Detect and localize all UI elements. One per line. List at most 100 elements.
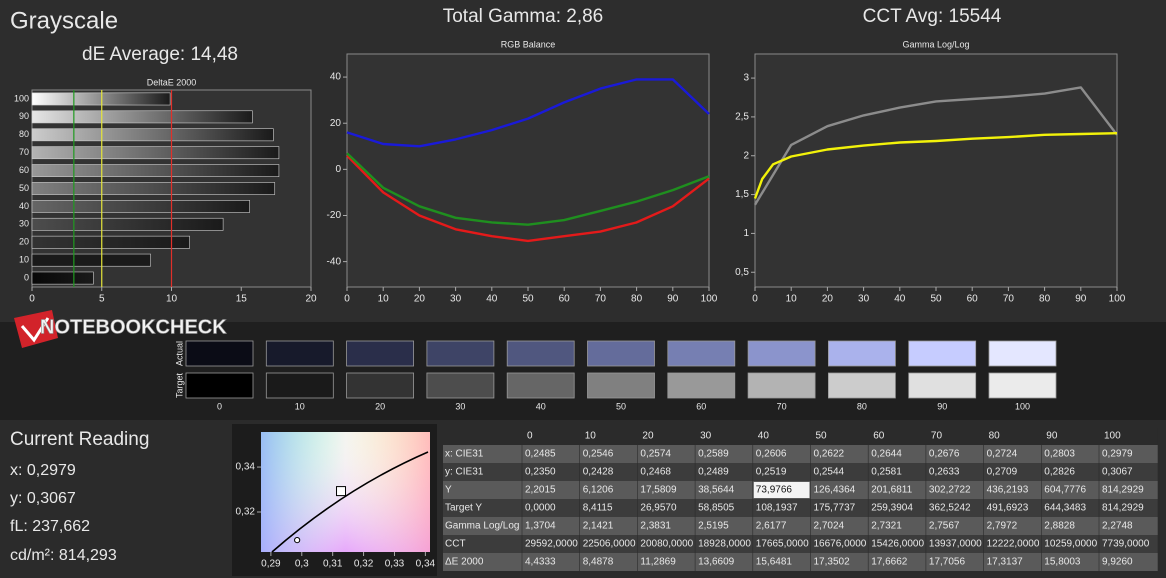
y-tick-label: 20 <box>330 118 342 129</box>
table-row-bg <box>443 517 1158 535</box>
table-cell: 0,2633 <box>929 467 960 478</box>
table-cell: 108,1937 <box>756 503 798 514</box>
y-tick-label: 2,5 <box>735 112 749 123</box>
x-tick-label: 10 <box>786 294 798 305</box>
table-row-label: Y <box>445 485 452 496</box>
actual-patch <box>346 340 415 367</box>
logo-text: NOTEBOOKCHECK <box>40 316 227 338</box>
patch-level: 80 <box>857 401 867 411</box>
y-tick-label: 3 <box>743 73 749 84</box>
bar <box>31 128 274 142</box>
category-label: 90 <box>19 111 29 121</box>
y-tick-label: -40 <box>327 256 342 267</box>
table-cell: 0,2544 <box>814 467 845 478</box>
bar <box>31 235 190 249</box>
table-header: 10 <box>585 431 597 442</box>
table-cell: 0,2485 <box>525 449 556 460</box>
table-cell: 2,2748 <box>1102 521 1133 532</box>
x-tick-label: 40 <box>894 294 906 305</box>
y-tick-label: 1,5 <box>735 189 749 200</box>
table-cell: 0,2574 <box>640 449 671 460</box>
x-tick-label: 0,29 <box>261 559 281 570</box>
target-patch <box>747 372 816 399</box>
table-cell: 2,5195 <box>698 521 729 532</box>
x-tick-label: 60 <box>559 294 571 305</box>
bar <box>31 92 171 106</box>
table-cell: 17,3137 <box>987 557 1024 568</box>
y-tick-label: -20 <box>327 210 342 221</box>
table-header: 50 <box>816 431 828 442</box>
x-tick-label: 0 <box>344 294 350 305</box>
patch-level: 70 <box>777 401 787 411</box>
table-cell: 0,2581 <box>871 467 902 478</box>
reading-line: x: 0,2979 <box>10 462 76 479</box>
table-header: 100 <box>1104 431 1121 442</box>
table-row-label: y: CIE31 <box>445 467 484 478</box>
table-cell: 604,7776 <box>1044 485 1086 496</box>
table-cell: 8,4115 <box>583 503 613 514</box>
table-header: 40 <box>758 431 770 442</box>
category-label: 30 <box>19 219 29 229</box>
table-cell: 17,5809 <box>640 485 677 496</box>
table-cell: 20080,0000 <box>640 539 693 550</box>
table-row-bg <box>443 535 1158 553</box>
table-cell: 0,2350 <box>525 467 556 478</box>
patch-row-label: Actual <box>174 341 184 366</box>
target-patch <box>587 372 655 399</box>
table-cell: 0,2519 <box>756 467 787 478</box>
target-patch <box>265 372 334 399</box>
actual-patch <box>908 340 977 367</box>
table-row-bg <box>443 499 1158 517</box>
table-header: 70 <box>931 431 943 442</box>
actual-patch <box>667 340 736 367</box>
x-tick-label: 60 <box>967 294 979 305</box>
x-tick-label: 70 <box>1003 294 1015 305</box>
actual-patch <box>426 340 495 367</box>
total-gamma: Total Gamma: 2,86 <box>443 6 604 27</box>
table-cell: 13937,0000 <box>929 539 982 550</box>
target-patch <box>988 372 1057 399</box>
table-cell: 0,0000 <box>525 503 556 514</box>
table-cell: 362,5242 <box>929 503 971 514</box>
table-cell: 6,1206 <box>583 485 614 496</box>
y-tick-label: 40 <box>330 72 342 83</box>
series-line <box>346 78 710 148</box>
x-tick-label: 90 <box>667 294 679 305</box>
x-tick-label: 10 <box>378 294 390 305</box>
table-cell: 26,9570 <box>640 503 677 514</box>
table-cell: 0,3067 <box>1102 467 1133 478</box>
x-tick-label: 100 <box>701 294 718 305</box>
x-tick-label: 80 <box>631 294 643 305</box>
chart-title: RGB Balance <box>501 39 556 49</box>
x-tick-label: 0 <box>29 294 35 305</box>
x-tick-label: 20 <box>305 294 317 305</box>
x-tick-label: 50 <box>522 294 534 305</box>
patch-level: 20 <box>375 401 385 411</box>
target-patch <box>667 372 736 399</box>
table-cell: 17,6662 <box>871 557 908 568</box>
x-tick-label: 70 <box>595 294 607 305</box>
x-tick-label: 10 <box>166 294 178 305</box>
target-patch <box>828 372 896 399</box>
table-cell: 0,2428 <box>583 467 614 478</box>
table-highlight <box>753 482 810 498</box>
table-cell: 18928,0000 <box>698 539 751 550</box>
category-label: 100 <box>14 93 29 103</box>
bar <box>31 110 253 124</box>
category-label: 50 <box>19 183 29 193</box>
table-cell: 436,2193 <box>987 485 1029 496</box>
table-cell: 11,2869 <box>640 557 676 568</box>
patch-level: 60 <box>696 401 706 411</box>
plot-area <box>346 53 710 288</box>
table-cell: 2,7321 <box>871 521 902 532</box>
patch-level: 50 <box>616 401 626 411</box>
table-cell: 0,2676 <box>929 449 960 460</box>
table-cell: 175,7737 <box>814 503 856 514</box>
table-cell: 2,7972 <box>987 521 1018 532</box>
table-cell: 0,2589 <box>698 449 729 460</box>
table-header: 30 <box>700 431 712 442</box>
x-tick-label: 20 <box>822 294 834 305</box>
logo: NOTEBOOKCHECK <box>14 310 228 348</box>
x-tick-label: 0,32 <box>354 559 374 570</box>
